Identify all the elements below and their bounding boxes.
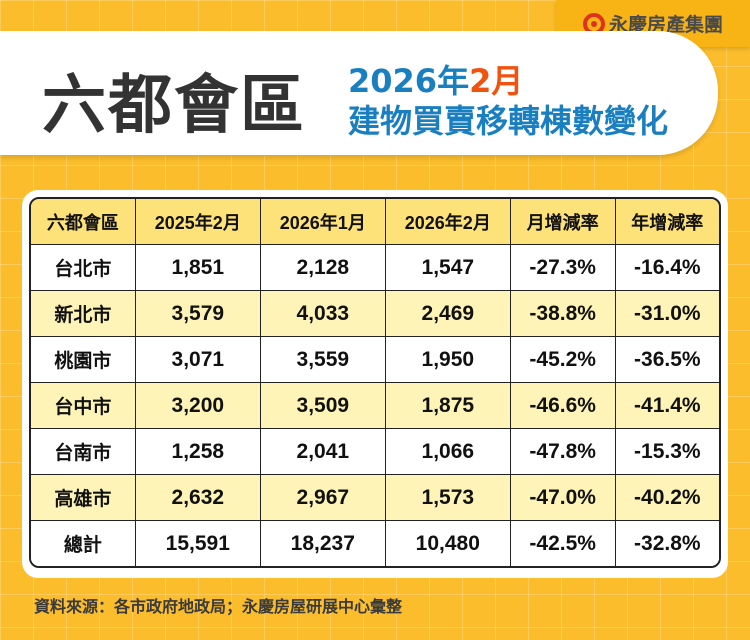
subtitle-date: 2026年2月 — [348, 56, 523, 102]
table-cell: 2,041 — [260, 429, 386, 476]
table-cell: -27.3% — [510, 245, 616, 292]
table-row: 台中市 3,200 3,509 1,875 -46.6% -41.4% — [31, 383, 719, 430]
table-cell: -41.4% — [615, 383, 719, 430]
table-cell: 2,469 — [385, 291, 511, 338]
table-cell: 1,547 — [385, 245, 511, 292]
table-cell: 1,950 — [385, 337, 511, 384]
table-cell: -36.5% — [615, 337, 719, 384]
table-cell: -40.2% — [615, 475, 719, 522]
row-label: 高雄市 — [31, 475, 136, 522]
column-header: 2026年1月 — [260, 199, 386, 245]
table-cell: -47.0% — [510, 475, 616, 522]
table-cell: -32.8% — [615, 521, 719, 566]
table-cell: -46.6% — [510, 383, 616, 430]
row-label: 新北市 — [31, 291, 136, 338]
row-label: 台南市 — [31, 429, 136, 476]
table-cell: -45.2% — [510, 337, 616, 384]
row-label: 總計 — [31, 521, 136, 566]
table-cell: 2,632 — [135, 475, 261, 522]
subtitle: 建物買賣移轉棟數變化 — [348, 102, 669, 140]
column-header: 六都會區 — [31, 199, 136, 245]
row-label: 台北市 — [31, 245, 136, 292]
table-cell: -38.8% — [510, 291, 616, 338]
row-label: 台中市 — [31, 383, 136, 430]
table-cell: -31.0% — [615, 291, 719, 338]
table-row: 台北市 1,851 2,128 1,547 -27.3% -16.4% — [31, 245, 719, 292]
table-cell: 3,579 — [135, 291, 261, 338]
header-row: 六都會區 2025年2月 2026年1月 2026年2月 月增減率 年增減率 — [31, 199, 719, 245]
table-row: 總計 15,591 18,237 10,480 -42.5% -32.8% — [31, 521, 719, 566]
subtitle-month: 2月 — [469, 62, 524, 100]
logo-text: 永慶房產集團 — [608, 14, 723, 36]
table-cell: 1,066 — [385, 429, 511, 476]
data-table: 六都會區 2025年2月 2026年1月 2026年2月 月增減率 年增減率 台北市 1,8… — [29, 197, 721, 568]
table-cell: 10,480 — [385, 521, 511, 566]
source-note: 資料來源：各市政府地政局；永慶房屋研展中心彙整 — [34, 597, 403, 616]
table-cell: 3,509 — [260, 383, 386, 430]
table-cell: 18,237 — [260, 521, 386, 566]
column-header: 2026年2月 — [385, 199, 511, 245]
table-cell: 1,851 — [135, 245, 261, 292]
table-row: 新北市 3,579 4,033 2,469 -38.8% -31.0% — [31, 291, 719, 338]
table-cell: -16.4% — [615, 245, 719, 292]
column-header: 月增減率 — [510, 199, 616, 245]
table-cell: 15,591 — [135, 521, 261, 566]
table-cell: -47.8% — [510, 429, 616, 476]
title-banner — [0, 31, 718, 155]
table-cell: 4,033 — [260, 291, 386, 338]
table-cell: -15.3% — [615, 429, 719, 476]
table-cell: 1,258 — [135, 429, 261, 476]
table-cell: 3,559 — [260, 337, 386, 384]
table-cell: 1,573 — [385, 475, 511, 522]
table-cell: 1,875 — [385, 383, 511, 430]
column-header: 年增減率 — [615, 199, 719, 245]
table-row: 桃園市 3,071 3,559 1,950 -45.2% -36.5% — [31, 337, 719, 384]
table-cell: 2,967 — [260, 475, 386, 522]
table-cell: 3,071 — [135, 337, 261, 384]
row-label: 桃園市 — [31, 337, 136, 384]
table-cell: 2,128 — [260, 245, 386, 292]
main-title: 六都會區 — [42, 69, 306, 143]
table-row: 高雄市 2,632 2,967 1,573 -47.0% -40.2% — [31, 475, 719, 522]
column-header: 2025年2月 — [135, 199, 261, 245]
subtitle-year: 2026年 — [348, 62, 470, 100]
table-row: 台南市 1,258 2,041 1,066 -47.8% -15.3% — [31, 429, 719, 476]
table-cell: -42.5% — [510, 521, 616, 566]
table-cell: 3,200 — [135, 383, 261, 430]
